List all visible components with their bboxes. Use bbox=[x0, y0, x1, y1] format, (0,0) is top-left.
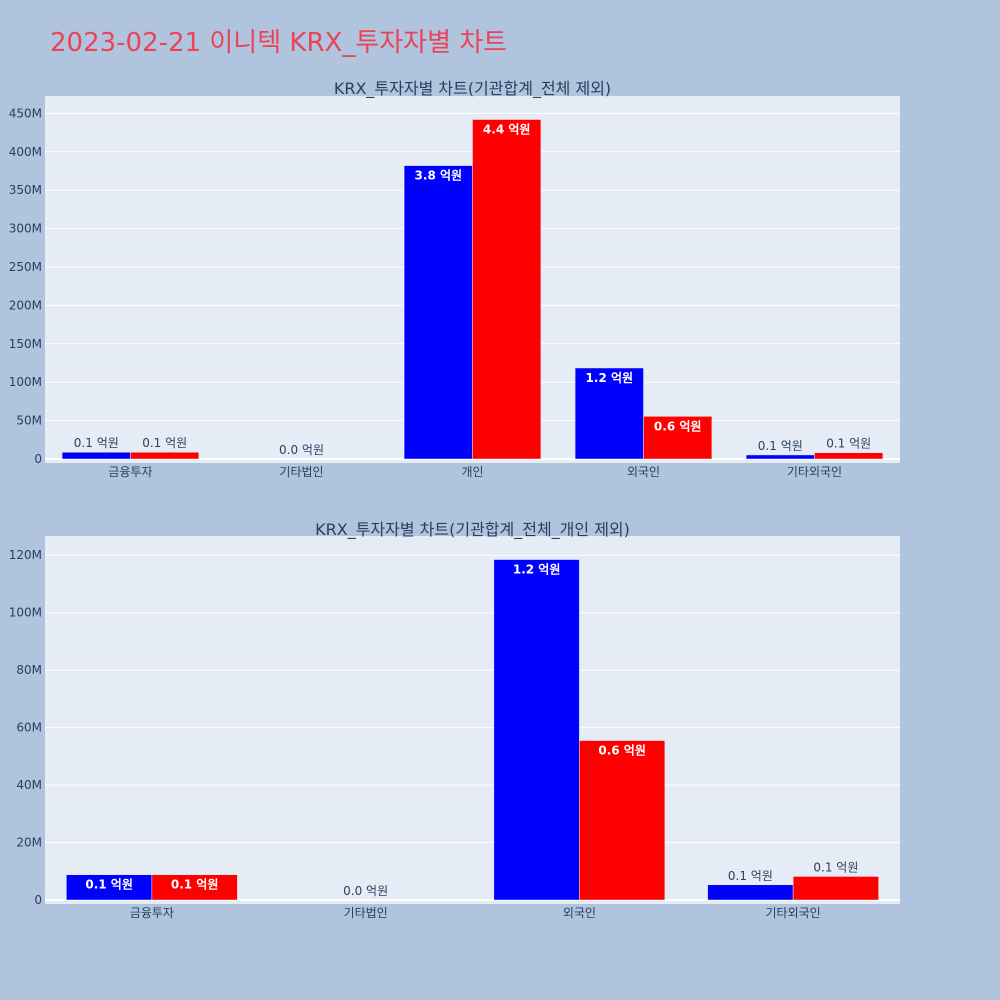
chart-2-y-tick-label: 100M bbox=[9, 606, 42, 620]
chart-1-bar[interactable] bbox=[643, 416, 713, 460]
chart-2-x-tick-label: 기타외국인 bbox=[766, 906, 821, 920]
chart-1-y-tick-label: 300M bbox=[9, 222, 42, 236]
chart-1-bar[interactable] bbox=[472, 119, 542, 460]
chart-2-y-tick-label: 120M bbox=[9, 548, 42, 562]
chart-2-x-tick-label: 외국인 bbox=[563, 906, 596, 920]
chart-1-bar[interactable] bbox=[814, 452, 884, 460]
chart-2-data-label: 0.1 억원 bbox=[85, 878, 133, 892]
chart-2-bar[interactable] bbox=[707, 884, 794, 901]
chart-1-y-tick-label: 250M bbox=[9, 260, 42, 274]
chart-1-y-tick-label: 400M bbox=[9, 145, 42, 159]
chart-2-y-tick-label: 80M bbox=[16, 663, 42, 677]
chart-2-bar[interactable] bbox=[151, 874, 238, 901]
chart-1-x-tick-label: 금융투자 bbox=[108, 465, 152, 479]
chart-2-bar[interactable] bbox=[493, 559, 580, 901]
chart-1-y-tick-label: 50M bbox=[16, 414, 42, 428]
chart-1-data-label: 0.1 억원 bbox=[826, 437, 871, 451]
chart-1-x-tick-label: 기타법인 bbox=[279, 465, 323, 479]
chart-2-plot-area bbox=[45, 536, 900, 904]
chart-1-y-tick-label: 100M bbox=[9, 375, 42, 389]
chart-1-y-tick-label: 200M bbox=[9, 298, 42, 312]
chart-2-y-tick-label: 60M bbox=[16, 721, 42, 735]
chart-1-x-tick-label: 외국인 bbox=[627, 465, 660, 479]
chart-2-bar[interactable] bbox=[66, 874, 153, 901]
chart-1-bar[interactable] bbox=[130, 451, 200, 460]
chart-1-data-label: 4.4 억원 bbox=[483, 123, 531, 137]
chart-1-bar[interactable] bbox=[745, 454, 815, 460]
chart-2-data-label: 1.2 억원 bbox=[513, 563, 561, 577]
chart-1-y-tick-label: 0 bbox=[34, 452, 42, 466]
chart-1-y-tick-label: 150M bbox=[9, 337, 42, 351]
chart-2-data-label: 0.1 억원 bbox=[728, 869, 773, 883]
chart-1-y-tick-label: 450M bbox=[9, 106, 42, 120]
chart-1-data-label: 0.6 억원 bbox=[654, 419, 702, 433]
chart-2-y-tick-label: 0 bbox=[34, 893, 42, 907]
chart-1-x-tick-label: 개인 bbox=[461, 465, 483, 479]
chart-2-x-tick-label: 기타법인 bbox=[344, 906, 388, 920]
chart-2-data-label: 0.1 억원 bbox=[813, 860, 858, 874]
chart-1-y-tick-label: 350M bbox=[9, 183, 42, 197]
chart-1-x-tick-label: 기타외국인 bbox=[787, 465, 842, 479]
chart-1-bar[interactable] bbox=[403, 165, 473, 460]
chart-2-y-tick-label: 40M bbox=[16, 778, 42, 792]
chart-2-y-tick-label: 20M bbox=[16, 836, 42, 850]
chart-1-data-label: 0.1 억원 bbox=[758, 439, 803, 453]
chart-1-title: KRX_투자자별 차트(기관합계_전체 제외) bbox=[334, 79, 611, 99]
chart-1-data-label: 1.2 억원 bbox=[586, 371, 634, 385]
chart-2-bar[interactable] bbox=[792, 876, 879, 901]
chart-2-bar[interactable] bbox=[579, 740, 666, 901]
chart-2-title: KRX_투자자별 차트(기관합계_전체_개인 제외) bbox=[315, 520, 630, 540]
chart-1-data-label: 0.0 억원 bbox=[279, 443, 324, 457]
chart-1-bar[interactable] bbox=[574, 367, 644, 460]
chart-1-bar[interactable] bbox=[61, 451, 131, 460]
chart-2-data-label: 0.1 억원 bbox=[171, 878, 219, 892]
page-title: 2023-02-21 이니텍 KRX_투자자별 차트 bbox=[50, 28, 508, 58]
chart-1-data-label: 0.1 억원 bbox=[74, 436, 119, 450]
chart-2-data-label: 0.0 억원 bbox=[343, 884, 388, 898]
chart-2-x-tick-label: 금융투자 bbox=[130, 906, 174, 920]
chart-1-data-label: 3.8 억원 bbox=[415, 169, 463, 183]
chart-1-data-label: 0.1 억원 bbox=[142, 436, 187, 450]
chart-2-data-label: 0.6 억원 bbox=[598, 744, 646, 758]
